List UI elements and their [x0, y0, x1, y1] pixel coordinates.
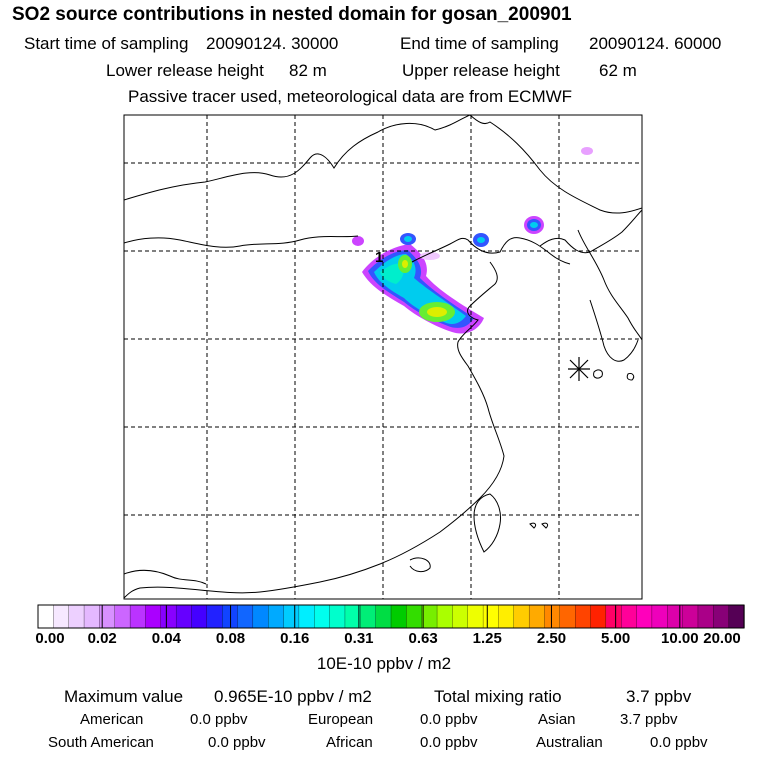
- colorbar-tick-label: 0.16: [280, 630, 310, 647]
- colorbar-cell: [68, 604, 85, 629]
- end-time-label: End time of sampling: [400, 34, 559, 53]
- region-value: 3.7 ppbv: [620, 711, 678, 728]
- start-time-label: Start time of sampling: [24, 34, 189, 53]
- colorbar-cell: [406, 604, 423, 629]
- region-name: European: [308, 711, 374, 728]
- colorbar-cell: [467, 604, 484, 629]
- plume-core-5: [427, 307, 447, 317]
- colorbar-cell: [129, 604, 147, 629]
- region-name: African: [326, 734, 373, 751]
- total-mixing-value: 3.7 ppbv: [626, 687, 692, 706]
- upper-release-value: 62 m: [599, 61, 637, 80]
- colorbar-tick-label: 0.31: [344, 630, 374, 647]
- region-value: 0.0 ppbv: [190, 711, 248, 728]
- max-value-label: Maximum value: [64, 687, 184, 706]
- page-title: SO2 source contributions in nested domai…: [12, 4, 572, 25]
- colorbar-cell: [375, 604, 392, 629]
- grid-lines: [124, 115, 642, 599]
- colorbar-cell: [160, 604, 177, 629]
- colorbar-cell: [559, 604, 576, 629]
- colorbar-cell: [544, 604, 561, 629]
- colorbar-cell: [621, 604, 638, 629]
- colorbar-cell: [452, 604, 469, 629]
- colorbar-cell: [528, 604, 546, 629]
- colorbar-cell: [252, 604, 269, 629]
- start-time-value: 20090124. 30000: [206, 34, 339, 53]
- so2-plume: [352, 147, 593, 334]
- plume-core-3: [402, 260, 408, 268]
- colorbar-cell: [360, 604, 377, 629]
- colorbar-cell: [191, 604, 208, 629]
- colorbar-tick-label: 0.63: [408, 630, 438, 647]
- lower-release-value: 82 m: [289, 61, 327, 80]
- colorbar-tick-label: 20.00: [703, 630, 741, 647]
- region-value: 0.0 ppbv: [420, 734, 478, 751]
- colorbar-tick-label: 10.00: [661, 630, 699, 647]
- colorbar-cell: [682, 604, 699, 629]
- region-name: Australian: [536, 734, 603, 751]
- map-frame: [123, 114, 643, 600]
- total-mixing-label: Total mixing ratio: [434, 687, 562, 706]
- plume-blob-3-core: [477, 237, 485, 243]
- colorbar-tick-label: 0.00: [35, 630, 65, 647]
- colorbar-cell: [83, 604, 101, 629]
- plume-blob-2-core: [404, 236, 412, 242]
- region-name: Asian: [538, 711, 576, 728]
- colorbar: [37, 604, 745, 629]
- region-name: South American: [48, 734, 154, 751]
- region-value: 0.0 ppbv: [420, 711, 478, 728]
- colorbar-cell: [53, 604, 70, 629]
- plume-blob-5: [581, 147, 593, 155]
- colorbar-cell: [436, 604, 454, 629]
- upper-release-label: Upper release height: [402, 61, 560, 80]
- plume-blob-1: [352, 236, 364, 246]
- region-value: 0.0 ppbv: [650, 734, 708, 751]
- colorbar-cell: [697, 604, 714, 629]
- colorbar-cell: [237, 604, 254, 629]
- colorbar-cell: [575, 604, 592, 629]
- colorbar-cell: [421, 604, 438, 629]
- plume-core-1: [380, 263, 404, 284]
- tracer-note: Passive tracer used, meteorological data…: [128, 87, 573, 106]
- receptor-asterisk-icon: [568, 357, 590, 381]
- colorbar-cell: [37, 604, 54, 629]
- colorbar-cell: [728, 604, 745, 629]
- colorbar-cell: [114, 604, 131, 629]
- colorbar-tick-label: 5.00: [601, 630, 631, 647]
- colorbar-cell: [283, 604, 300, 629]
- plume-haze: [420, 252, 440, 260]
- colorbar-tick-label: 0.04: [151, 630, 181, 647]
- colorbar-tick-label: 2.50: [536, 630, 567, 647]
- colorbar-cell: [298, 604, 315, 629]
- region-value: 0.0 ppbv: [208, 734, 266, 751]
- plume-blob-4-core: [530, 222, 538, 228]
- colorbar-tick-label: 1.25: [472, 630, 502, 647]
- colorbar-cell: [513, 604, 530, 629]
- colorbar-cell: [636, 604, 653, 629]
- colorbar-cell: [268, 604, 285, 629]
- colorbar-tick-label: 0.08: [215, 630, 246, 647]
- end-time-value: 20090124. 60000: [589, 34, 722, 53]
- colorbar-cell: [390, 604, 407, 629]
- lower-release-label: Lower release height: [106, 61, 264, 80]
- colorbar-cell: [314, 604, 331, 629]
- colorbar-cell: [667, 604, 684, 629]
- colorbar-cell: [605, 604, 622, 629]
- max-value: 0.965E-10 ppbv / m2: [214, 687, 372, 706]
- colorbar-cell: [206, 604, 223, 629]
- colorbar-cell: [498, 604, 515, 629]
- map-panel: 1: [123, 114, 643, 600]
- colorbar-cell: [713, 604, 730, 629]
- colorbar-cell: [482, 604, 500, 629]
- colorbar-unit: 10E-10 ppbv / m2: [316, 654, 452, 673]
- region-name: American: [80, 711, 144, 728]
- colorbar-cell: [175, 604, 193, 629]
- colorbar-cell: [590, 604, 607, 629]
- coastlines: [124, 115, 642, 599]
- colorbar-cell: [651, 604, 668, 629]
- source-marker-label: 1: [375, 249, 383, 266]
- colorbar-cell: [145, 604, 162, 629]
- colorbar-tick-label: 0.02: [87, 630, 117, 647]
- colorbar-cell: [329, 604, 346, 629]
